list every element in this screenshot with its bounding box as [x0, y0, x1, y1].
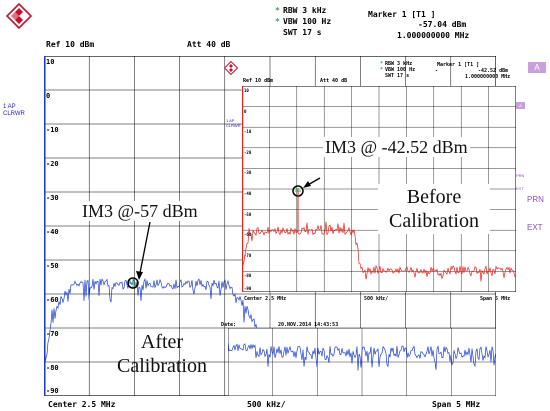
main-span: Span 5 MHz — [432, 400, 481, 409]
inset-y-tick-label: -50 — [244, 211, 252, 217]
vbw-setting: VBW 100 Hz — [283, 17, 332, 26]
inset-marker-dash: - — [435, 68, 439, 74]
inset-rbw-setting: RBW 3 kHz — [385, 61, 413, 67]
trace-mode: CLRWR — [3, 111, 25, 117]
main-y-tick-label: 10 — [46, 58, 55, 66]
inset-y-tick-label: -80 — [244, 273, 252, 279]
main-y-axis-labels: 10 0 -10 -20 -30 -40 -50 -60 -70 -80 -90 — [46, 56, 70, 396]
tag-prn: PRN — [527, 195, 544, 204]
main-y-tick-label: -30 — [46, 194, 59, 202]
inset-vbw-setting: VBW 100 Hz — [385, 67, 416, 73]
inset-span: Span 5 MHz — [480, 296, 511, 302]
main-y-tick-label: -70 — [46, 330, 59, 338]
main-im3-annotation: IM3 @-57 dBm — [80, 201, 200, 221]
main-y-tick-label: -20 — [46, 160, 59, 168]
rbw-star: * — [275, 6, 280, 15]
inset-trace-number: 1 AP — [226, 118, 235, 123]
after-label-line1: After — [140, 331, 184, 353]
trace-indicator: 1 AP CLRWR — [3, 104, 25, 118]
inset-y-axis-labels: 10 0 -10 -20 -30 -40 -50 -60 -70 -80 -90 — [244, 86, 262, 292]
inset-y-tick-label: -10 — [244, 129, 252, 135]
inset-y-tick-label: -90 — [244, 286, 252, 291]
sweep-time: SWT 17 s — [283, 28, 322, 37]
main-center-frequency: Center 2.5 MHz — [48, 400, 116, 409]
inset-y-tick-label: -70 — [244, 252, 252, 258]
inset-marker-title: Marker 1 [T1 ] — [437, 62, 480, 68]
main-y-tick-label: -50 — [46, 262, 59, 270]
overlay-strip-graph — [228, 328, 496, 396]
after-label-line2: Calibration — [117, 355, 207, 377]
inset-reference-level: Ref 10 dBm — [243, 78, 274, 84]
inset-y-tick-label: 10 — [244, 88, 249, 93]
main-y-tick-label: -80 — [46, 364, 59, 372]
before-label-line2: Calibration — [389, 210, 479, 232]
inset-sweep-time: SWT 17 s — [385, 73, 410, 79]
inset-im3-annotation: IM3 @ -42.52 dBm — [323, 137, 470, 157]
rbw-setting: RBW 3 kHz — [283, 6, 327, 15]
attenuation: Att 40 dB — [187, 40, 231, 49]
inset-vbw-star: * — [380, 67, 384, 73]
inset-tag-prn: PRN — [516, 173, 525, 178]
main-division: 500 kHz/ — [247, 400, 286, 409]
marker-title: Marker 1 [T1 ] — [368, 10, 436, 19]
trace-number: 1 AP — [3, 104, 16, 110]
main-y-tick-label: -60 — [46, 296, 59, 304]
before-calibration-label: Before Calibration — [378, 184, 490, 234]
inset-division: 500 kHz/ — [364, 296, 389, 302]
inset-tag-a: A — [516, 102, 525, 109]
marker-frequency: 1.000000000 MHz — [397, 31, 470, 40]
main-y-tick-label: 0 — [46, 92, 51, 100]
main-marker — [127, 277, 139, 289]
inset-brand-logo-icon — [223, 60, 239, 76]
before-label-line1: Before — [406, 186, 462, 208]
main-y-tick-label: -40 — [46, 228, 59, 236]
inset-trace-indicator: 1 AP CLRWR — [226, 118, 241, 128]
date-value: 20.NOV.2014 14:43:53 — [278, 322, 339, 328]
main-y-tick-label: -90 — [46, 387, 59, 395]
inset-trace-mode: CLRWR — [226, 123, 241, 128]
inset-tag-ext: EXT — [516, 186, 524, 191]
tag-a: A — [528, 62, 546, 73]
inset-marker-frequency: 1.000000000 MHz — [465, 74, 511, 80]
inset-y-tick-label: -60 — [244, 232, 252, 238]
date-label: Date: — [221, 322, 237, 328]
tag-ext: EXT — [527, 223, 543, 232]
inset-y-tick-label: 0 — [244, 108, 247, 114]
inset-attenuation: Att 40 dB — [320, 78, 348, 84]
inset-marker-level: -42.52 dBm — [478, 68, 509, 74]
reference-level: Ref 10 dBm — [46, 40, 95, 49]
after-calibration-label: After Calibration — [112, 330, 212, 378]
inset-y-tick-label: -30 — [244, 170, 252, 176]
vbw-star: * — [275, 17, 280, 26]
brand-logo-icon — [5, 2, 33, 30]
inset-rbw-star: * — [380, 61, 384, 67]
inset-y-tick-label: -20 — [244, 149, 252, 155]
main-y-tick-label: -10 — [46, 126, 59, 134]
marker-level: -57.04 dBm — [418, 20, 467, 29]
inset-y-tick-label: -40 — [244, 191, 252, 196]
inset-center-frequency: Center 2.5 MHz — [244, 296, 287, 302]
